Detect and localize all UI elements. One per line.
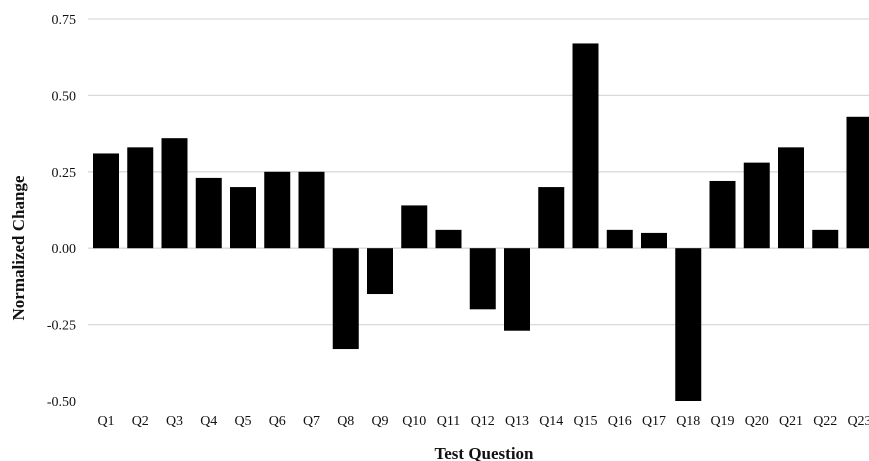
bar-q21 [778, 147, 804, 249]
x-tick-label: Q11 [437, 414, 461, 429]
x-tick-label: Q10 [402, 414, 426, 429]
y-tick-label: 0.25 [52, 166, 77, 181]
x-tick-label: Q1 [97, 414, 114, 429]
y-tick-label: 0.00 [52, 242, 77, 257]
x-tick-label: Q16 [608, 414, 632, 429]
y-tick-label: -0.25 [47, 319, 76, 334]
x-axis-ticks: Q1 Q2 Q3 Q4 Q5 Q6 Q7 Q8 Q9 Q10 Q11 Q12 Q13 Q14 Q15 Q16 Q… [97, 414, 869, 429]
x-axis-title: Test Question [434, 444, 534, 461]
bar-q12 [469, 248, 496, 310]
x-tick-label: Q21 [779, 414, 803, 429]
x-tick-label: Q12 [471, 414, 495, 429]
bar-q14 [538, 187, 565, 249]
bar-q2 [127, 147, 154, 249]
x-tick-label: Q7 [303, 414, 320, 429]
bar-q18 [675, 248, 702, 401]
x-tick-label: Q19 [710, 414, 734, 429]
bar-q3 [161, 138, 188, 249]
x-tick-label: Q4 [200, 414, 217, 429]
x-tick-label: Q13 [505, 414, 529, 429]
x-tick-label: Q20 [745, 414, 769, 429]
x-tick-label: Q23 [847, 414, 869, 429]
x-tick-label: Q17 [642, 414, 666, 429]
bar-q16 [606, 229, 633, 249]
x-tick-label: Q3 [166, 414, 183, 429]
bar-q20 [743, 162, 770, 249]
x-tick-label: Q9 [371, 414, 388, 429]
bar-q23 [846, 116, 869, 249]
bar-q11 [435, 229, 462, 249]
bar-q7 [298, 171, 325, 249]
y-tick-label: -0.50 [47, 395, 76, 410]
x-tick-label: Q5 [234, 414, 251, 429]
bar-q6 [264, 171, 291, 249]
y-axis-title: Normalized Change [9, 175, 28, 320]
x-tick-label: Q15 [573, 414, 597, 429]
x-tick-label: Q8 [337, 414, 354, 429]
x-tick-label: Q14 [539, 414, 563, 429]
x-tick-label: Q6 [269, 414, 286, 429]
bar-q9 [367, 248, 393, 295]
bar-q8 [332, 248, 359, 350]
bar-q15 [572, 43, 599, 249]
bar-q22 [812, 229, 839, 249]
bar-q4 [195, 177, 222, 249]
x-tick-label: Q2 [132, 414, 149, 429]
bars [93, 43, 869, 401]
x-tick-label: Q22 [813, 414, 837, 429]
x-tick-label: Q18 [676, 414, 700, 429]
bar-q10 [401, 205, 428, 249]
y-axis-ticks: 0.75 0.50 0.25 0.00 -0.25 -0.50 [47, 13, 76, 410]
bar-q5 [230, 187, 256, 249]
bar-q19 [709, 180, 736, 249]
y-tick-label: 0.50 [52, 89, 77, 104]
y-tick-label: 0.75 [52, 13, 77, 28]
bar-q1 [93, 153, 119, 249]
bar-q17 [641, 232, 667, 249]
bar-q13 [504, 248, 530, 331]
